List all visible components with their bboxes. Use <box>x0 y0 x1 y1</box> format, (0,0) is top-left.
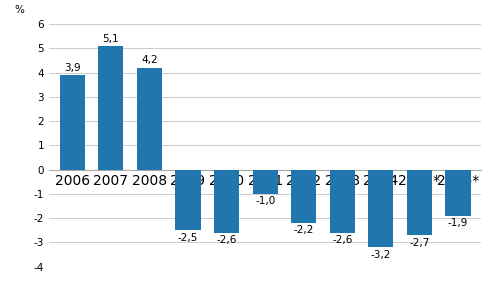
Bar <box>407 170 432 235</box>
Bar <box>60 75 85 170</box>
Bar <box>98 46 123 170</box>
Text: -2,6: -2,6 <box>332 235 353 245</box>
Text: -2,7: -2,7 <box>409 238 430 248</box>
Bar <box>445 170 470 216</box>
Bar <box>252 170 278 194</box>
Bar <box>214 170 239 233</box>
Text: %: % <box>15 5 25 15</box>
Text: -3,2: -3,2 <box>371 250 391 260</box>
Text: -2,2: -2,2 <box>294 225 314 235</box>
Text: -2,5: -2,5 <box>178 233 198 243</box>
Text: 5,1: 5,1 <box>103 34 119 44</box>
Text: 3,9: 3,9 <box>64 63 81 73</box>
Bar <box>137 68 162 170</box>
Bar <box>368 170 393 247</box>
Text: -1,9: -1,9 <box>448 218 468 228</box>
Text: -2,6: -2,6 <box>217 235 237 245</box>
Text: 4,2: 4,2 <box>141 55 158 65</box>
Bar <box>330 170 355 233</box>
Bar <box>175 170 200 230</box>
Text: -1,0: -1,0 <box>255 196 275 206</box>
Bar <box>291 170 316 223</box>
